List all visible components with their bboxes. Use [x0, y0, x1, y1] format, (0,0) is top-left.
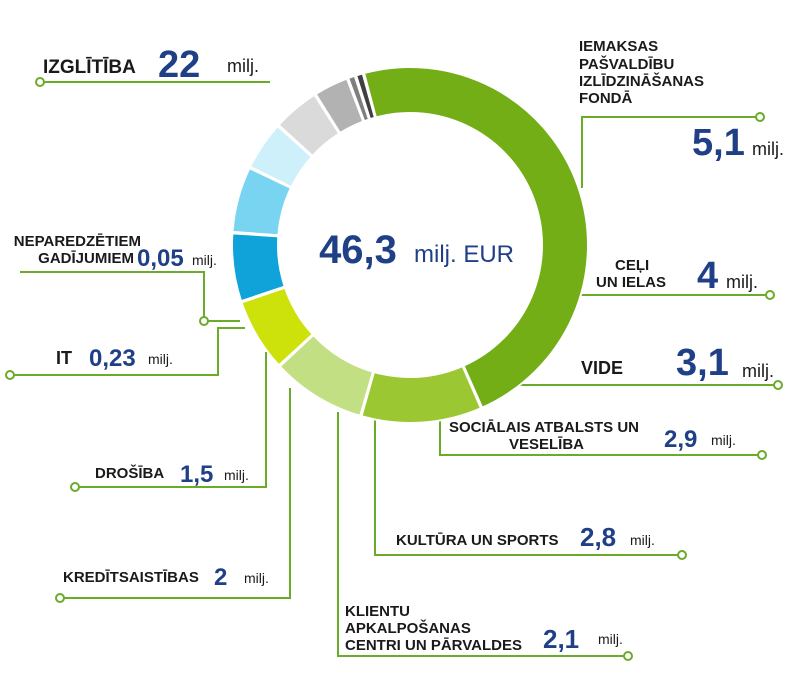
- leader-line-9: [75, 352, 267, 488]
- unit-label-5: milj.: [711, 432, 736, 448]
- leader-dot-9: [70, 482, 80, 492]
- unit-label-1: milj.: [227, 56, 259, 76]
- leader-line-2: [581, 116, 760, 188]
- leader-line-10: [10, 327, 245, 376]
- slice-9: [314, 77, 365, 135]
- category-label-2-line-3: IZLĪDZINĀŠANAS: [579, 72, 704, 90]
- value-label-5: 2,9: [664, 426, 697, 453]
- value-label-6: 2,8: [580, 522, 616, 552]
- category-label-11-line-2: GADĪJUMIEM: [38, 250, 134, 267]
- unit-label-11: milj.: [192, 252, 217, 268]
- value-label-9: 1,5: [180, 461, 213, 488]
- category-label-1: IZGLĪTĪBA: [43, 57, 136, 78]
- leader-dot-1: [35, 77, 45, 87]
- leader-dot-10: [5, 370, 15, 380]
- leader-dot-7: [623, 651, 633, 661]
- slice-2: [360, 364, 483, 424]
- leader-dot-3: [765, 290, 775, 300]
- value-label-11: 0,05: [137, 245, 184, 272]
- unit-label-6: milj.: [630, 532, 655, 548]
- leader-dot-4: [773, 380, 783, 390]
- category-label-7-line-1: KLIENTU: [345, 603, 410, 620]
- leader-dot-6: [677, 550, 687, 560]
- category-label-7-line-2: APKALPOŠANAS: [345, 619, 471, 637]
- total-value: 46,3: [319, 228, 397, 272]
- category-label-2-line-4: FONDĀ: [579, 90, 632, 107]
- category-label-2-line-1: IEMAKSAS: [579, 38, 658, 55]
- category-label-3-line-1: CEĻI: [615, 257, 649, 274]
- category-label-8: KREDĪTSAISTĪBAS: [63, 569, 199, 586]
- category-label-7-line-3: CENTRI UN PĀRVALDES: [345, 637, 522, 654]
- category-label-10: IT: [56, 348, 72, 368]
- leader-dot-2: [755, 112, 765, 122]
- category-label-3-line-2: UN IELAS: [596, 274, 666, 291]
- category-label-2-line-2: PAŠVALDĪBU: [579, 55, 674, 73]
- leader-dot-5: [757, 450, 767, 460]
- slice-6: [231, 166, 293, 237]
- leader-dot-8: [55, 593, 65, 603]
- value-label-7: 2,1: [543, 624, 579, 654]
- category-label-9: DROŠĪBA: [95, 464, 164, 482]
- slice-10: [346, 74, 371, 123]
- value-label-1: 22: [158, 44, 200, 86]
- category-label-4: VIDE: [581, 358, 623, 378]
- value-label-2: 5,1: [692, 122, 745, 164]
- category-label-6: KULTŪRA UN SPORTS: [396, 532, 559, 549]
- leader-line-8: [60, 388, 291, 599]
- category-label-5-line-1: SOCIĀLAIS ATBALSTS UN: [449, 419, 639, 436]
- unit-label-4: milj.: [742, 361, 774, 381]
- leader-lines: [5, 77, 783, 661]
- value-label-8: 2: [214, 564, 227, 591]
- value-label-4: 3,1: [676, 342, 729, 384]
- donut-slices: [231, 66, 589, 424]
- slice-5: [231, 232, 287, 303]
- value-label-3: 4: [697, 255, 718, 297]
- slice-4: [240, 286, 315, 367]
- slice-11: [354, 72, 377, 121]
- unit-label-9: milj.: [224, 467, 249, 483]
- leader-line-7: [337, 412, 628, 657]
- total-unit: milj. EUR: [414, 241, 514, 268]
- category-label-11-line-1: NEPAREDZĒTIEM: [14, 233, 141, 250]
- unit-label-3: milj.: [726, 272, 758, 292]
- slice-3: [278, 333, 375, 418]
- slice-1: [362, 66, 589, 410]
- slice-8: [277, 93, 341, 158]
- category-label-5-line-2: VESELĪBA: [509, 436, 584, 453]
- leader-line-6: [374, 420, 682, 556]
- unit-label-7: milj.: [598, 631, 623, 647]
- unit-label-10: milj.: [148, 351, 173, 367]
- leader-line-11: [20, 271, 240, 322]
- slice-7: [248, 124, 314, 189]
- unit-label-8: milj.: [244, 570, 269, 586]
- leader-dot-11: [199, 316, 209, 326]
- unit-label-2: milj.: [752, 139, 784, 159]
- slice-labels: IZGLĪTĪBA 22 milj. IEMAKSASPAŠVALDĪBUIZLĪDZ…: [14, 38, 784, 654]
- value-label-10: 0,23: [89, 345, 136, 372]
